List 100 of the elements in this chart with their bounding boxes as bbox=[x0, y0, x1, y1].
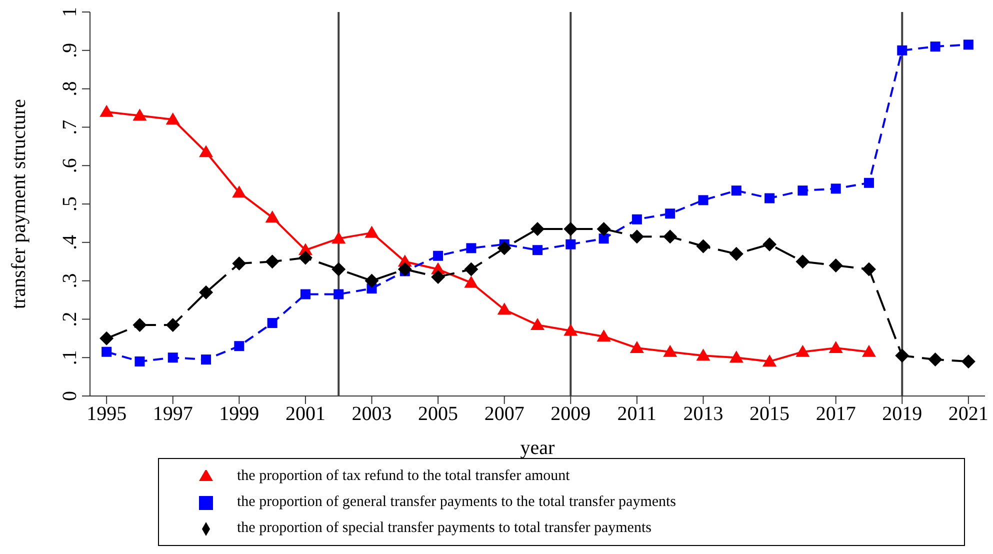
point bbox=[596, 329, 611, 342]
point bbox=[665, 208, 676, 219]
point bbox=[796, 254, 810, 269]
point bbox=[566, 239, 576, 250]
y-axis-title: transfer payment structure bbox=[8, 98, 30, 309]
point bbox=[798, 186, 808, 196]
point bbox=[201, 354, 212, 365]
point bbox=[100, 331, 114, 346]
x-tick-label: 2013 bbox=[683, 403, 724, 426]
point bbox=[764, 193, 775, 204]
point bbox=[731, 186, 742, 196]
point bbox=[168, 352, 178, 363]
point bbox=[862, 262, 876, 276]
y-tick-label: .9 bbox=[59, 42, 81, 58]
point bbox=[265, 254, 280, 269]
point bbox=[466, 243, 476, 254]
point bbox=[762, 354, 777, 366]
x-tick-label: 1997 bbox=[152, 403, 193, 426]
point bbox=[961, 354, 976, 368]
x-tick-label: 2001 bbox=[285, 403, 326, 426]
point bbox=[830, 184, 841, 194]
point bbox=[828, 258, 843, 272]
point bbox=[530, 222, 544, 236]
point bbox=[433, 250, 444, 261]
point bbox=[828, 341, 843, 353]
point bbox=[632, 214, 642, 224]
point bbox=[497, 302, 512, 315]
point bbox=[729, 246, 744, 261]
point bbox=[598, 234, 609, 244]
point bbox=[897, 45, 908, 56]
point bbox=[199, 285, 214, 300]
point bbox=[530, 318, 544, 330]
point bbox=[762, 237, 777, 252]
point bbox=[663, 230, 678, 244]
point bbox=[729, 350, 744, 363]
point bbox=[132, 318, 147, 332]
point bbox=[464, 276, 478, 288]
x-tick-label: 1995 bbox=[86, 403, 127, 426]
point bbox=[332, 262, 346, 276]
point bbox=[134, 356, 145, 366]
y-tick-label: .8 bbox=[59, 81, 81, 96]
y-tick-label: .2 bbox=[59, 312, 81, 327]
x-tick-label: 1999 bbox=[219, 403, 260, 426]
y-tick-label: .3 bbox=[59, 273, 81, 288]
y-tick-label: .7 bbox=[59, 120, 81, 135]
point bbox=[102, 346, 112, 357]
y-tick-label: .1 bbox=[59, 350, 81, 366]
x-tick-label: 2007 bbox=[484, 403, 524, 426]
point bbox=[696, 348, 710, 361]
x-tick-label: 2017 bbox=[816, 403, 856, 426]
point bbox=[100, 104, 114, 117]
point bbox=[564, 222, 578, 236]
point bbox=[232, 256, 246, 271]
x-tick-label: 2011 bbox=[617, 403, 657, 426]
point bbox=[596, 222, 611, 236]
y-tick-label: .6 bbox=[59, 158, 81, 174]
y-tick-label: .5 bbox=[59, 196, 81, 212]
point bbox=[464, 262, 478, 276]
point bbox=[364, 226, 379, 238]
point bbox=[232, 185, 246, 198]
point bbox=[663, 344, 678, 357]
point bbox=[862, 344, 876, 357]
point bbox=[364, 274, 379, 288]
point bbox=[398, 262, 412, 276]
point bbox=[332, 232, 346, 244]
x-tick-label: 2005 bbox=[418, 403, 458, 426]
point bbox=[630, 230, 644, 244]
y-tick-label: .4 bbox=[59, 234, 81, 250]
point bbox=[630, 341, 644, 353]
point bbox=[334, 289, 344, 300]
point bbox=[796, 344, 810, 357]
x-axis-title: year bbox=[520, 437, 556, 459]
x-tick-label: 2003 bbox=[352, 403, 392, 426]
point bbox=[298, 250, 312, 265]
y-tick-label: 0 bbox=[59, 391, 81, 401]
point bbox=[431, 270, 446, 284]
point bbox=[895, 348, 910, 363]
point bbox=[132, 108, 147, 121]
point bbox=[928, 352, 942, 367]
point bbox=[234, 341, 244, 352]
legend-label: the proportion of tax refund to the total transfer amount bbox=[237, 468, 570, 484]
point bbox=[930, 42, 940, 52]
legend-label: the proportion of special transfer payments to total transfer payments bbox=[237, 520, 652, 536]
legend-label: the proportion of general transfer payments to the total transfer payments bbox=[237, 494, 676, 510]
point bbox=[864, 178, 874, 188]
point bbox=[497, 241, 512, 256]
point bbox=[267, 318, 278, 328]
point bbox=[265, 210, 280, 222]
point bbox=[300, 289, 310, 300]
y-tick-label: 1 bbox=[59, 7, 81, 17]
point bbox=[166, 318, 180, 332]
x-tick-label: 2019 bbox=[882, 403, 922, 426]
x-tick-label: 2021 bbox=[948, 403, 988, 426]
point bbox=[532, 245, 542, 256]
x-tick-label: 2015 bbox=[750, 403, 790, 426]
x-tick-label: 2009 bbox=[550, 403, 591, 426]
point bbox=[698, 195, 708, 206]
point bbox=[963, 40, 974, 50]
point bbox=[564, 324, 578, 336]
point bbox=[166, 112, 180, 125]
